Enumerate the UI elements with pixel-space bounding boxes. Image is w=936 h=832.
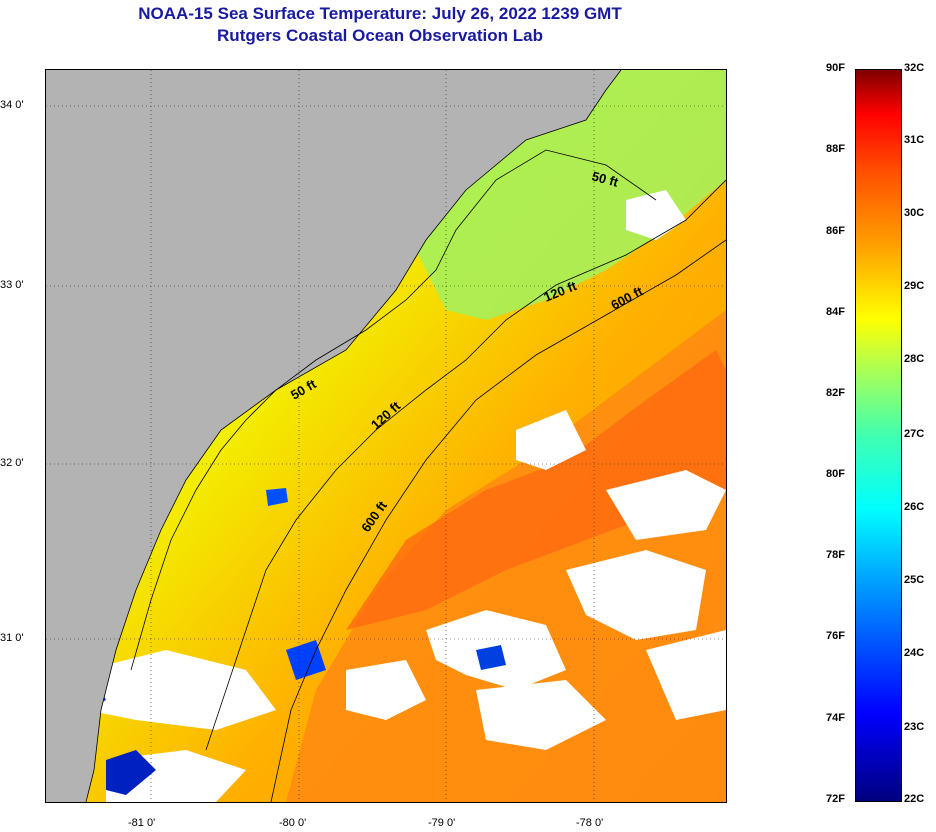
sst-map-svg: 50 ft 120 ft 600 ft 50 ft 120 ft 600 ft	[46, 70, 726, 802]
land-area	[46, 70, 621, 802]
cbar-f-90: 90F	[826, 62, 845, 74]
lat-label-32: 32 0'	[0, 457, 24, 469]
contour-label-50ft-north: 50 ft	[590, 168, 620, 190]
cbar-f-72: 72F	[826, 793, 845, 805]
cbar-c-30: 30C	[904, 207, 925, 219]
cbar-c-28: 28C	[904, 353, 925, 365]
cbar-f-84: 84F	[826, 306, 845, 318]
lat-label-34: 34 0'	[0, 99, 24, 111]
cbar-f-74: 74F	[826, 712, 845, 724]
lon-label-79: -79 0'	[428, 817, 456, 829]
lat-label-33: 33 0'	[0, 279, 24, 291]
cbar-c-27: 27C	[904, 428, 925, 440]
sst-map[interactable]: 50 ft 120 ft 600 ft 50 ft 120 ft 600 ft	[45, 69, 727, 803]
nearshore-cool-water	[416, 70, 726, 320]
colorbar-svg	[856, 70, 901, 801]
page-subtitle: Rutgers Coastal Ocean Observation Lab	[217, 26, 543, 45]
cbar-f-76: 76F	[826, 630, 845, 642]
cbar-f-88: 88F	[826, 143, 845, 155]
isobath-600ft	[270, 239, 726, 802]
page-title: NOAA-15 Sea Surface Temperature: July 26…	[138, 4, 622, 23]
cbar-c-22: 22C	[904, 793, 925, 805]
cbar-c-23: 23C	[904, 721, 925, 733]
cbar-f-78: 78F	[826, 549, 845, 561]
lon-label-81: -81 0'	[128, 817, 156, 829]
cbar-f-86: 86F	[826, 225, 845, 237]
map-grid	[46, 70, 726, 802]
lat-label-31: 31 0'	[0, 632, 24, 644]
cbar-c-32: 32C	[904, 62, 925, 74]
warm-core	[346, 350, 726, 630]
cbar-c-31: 31C	[904, 134, 925, 146]
cbar-f-80: 80F	[826, 468, 845, 480]
cbar-c-24: 24C	[904, 647, 925, 659]
colorbar-gradient	[856, 70, 901, 801]
isobath-50ft	[130, 149, 657, 671]
cbar-c-29: 29C	[904, 280, 925, 292]
cbar-c-25: 25C	[904, 574, 925, 586]
isobath-120ft	[205, 179, 726, 751]
temperature-colorbar	[855, 69, 902, 802]
cbar-c-26: 26C	[904, 501, 925, 513]
cbar-f-82: 82F	[826, 387, 845, 399]
lon-label-78: -78 0'	[576, 817, 604, 829]
lon-label-80: -80 0'	[279, 817, 307, 829]
